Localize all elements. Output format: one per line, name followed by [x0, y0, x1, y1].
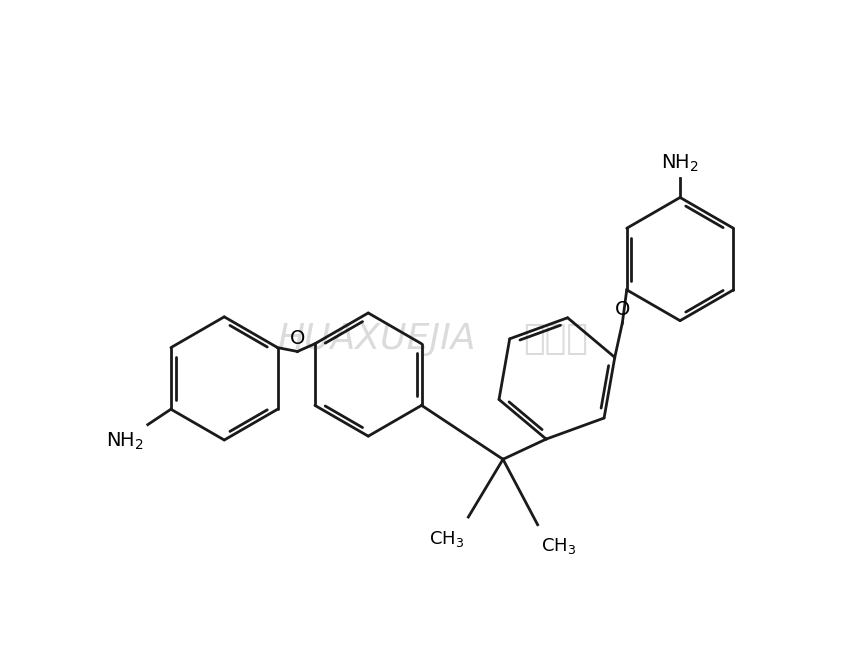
- Text: CH$_3$: CH$_3$: [541, 536, 577, 556]
- Text: HUAXUEJIA: HUAXUEJIA: [277, 322, 475, 356]
- Text: CH$_3$: CH$_3$: [429, 529, 465, 549]
- Text: O: O: [290, 329, 305, 348]
- Text: O: O: [615, 300, 630, 319]
- Text: NH$_2$: NH$_2$: [106, 431, 144, 452]
- Text: NH$_2$: NH$_2$: [661, 153, 699, 174]
- Text: 化学加: 化学加: [523, 322, 588, 356]
